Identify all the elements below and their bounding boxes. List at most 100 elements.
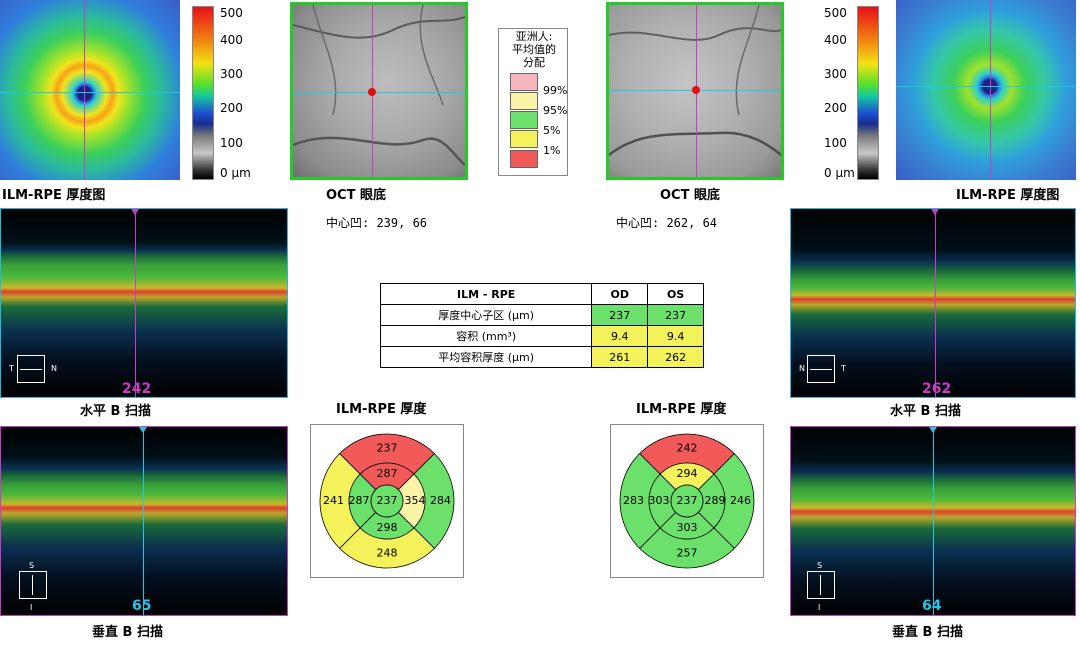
left-colorbar-label-200: 200 <box>220 101 243 115</box>
row-label: 厚度中心子区 (µm) <box>379 304 593 326</box>
left-fundus-vessels <box>293 5 465 166</box>
left-colorbar <box>192 6 214 180</box>
fovea-marker <box>692 86 700 94</box>
right-colorbar-label-100: 100 <box>824 136 847 150</box>
right-colorbar-label-200: 200 <box>824 101 847 115</box>
orientation-arrow <box>32 575 33 595</box>
left-thickness-map-caption: ILM-RPE 厚度图 <box>2 188 106 203</box>
scan-line-marker <box>933 427 934 615</box>
scan-line-marker <box>143 427 144 615</box>
orientation-right: N <box>51 364 57 373</box>
legend-swatch-99 <box>510 73 538 91</box>
legend-title-1: 亚洲人: <box>515 30 553 43</box>
left-grid-inner-right-value: 354 <box>405 494 426 507</box>
left-oct-fundus[interactable] <box>290 2 468 180</box>
legend-title-2: 平均值的 <box>512 43 556 56</box>
right-grid-inner-bottom-value: 303 <box>677 521 698 534</box>
header-od: OD <box>591 283 649 305</box>
od-value: 237 <box>591 304 649 326</box>
right-grid-inner-right-value: 289 <box>705 494 726 507</box>
legend-label-1: 1% <box>543 144 561 157</box>
od-value: 261 <box>591 346 649 368</box>
right-colorbar-label-500: 500 <box>824 6 847 20</box>
row-label: 平均容积厚度 (µm) <box>379 346 593 368</box>
orientation-box <box>19 571 47 599</box>
right-grid-center-value: 237 <box>677 494 698 507</box>
orientation-left: T <box>9 364 14 373</box>
orientation-bottom: I <box>30 603 33 612</box>
right-grid-outer-left-value: 283 <box>623 494 644 507</box>
left-grid-inner-bottom-value: 298 <box>377 521 398 534</box>
crosshair-vertical <box>84 0 85 180</box>
fovea-marker <box>368 88 376 96</box>
normative-legend: 亚洲人: 平均值的 分配 99% 95% 5% 1% <box>498 28 568 176</box>
left-colorbar-label-100: 100 <box>220 136 243 150</box>
scan-line-marker <box>135 209 136 397</box>
left-etdrs-grid: 237 287 354 298 287 237 284 248 241 <box>319 433 455 569</box>
right-fundus-vessels <box>609 5 781 156</box>
legend-label-5: 5% <box>543 124 561 137</box>
table-row: 容积 (mm³) 9.4 9.4 <box>379 325 704 347</box>
right-vertical-bscan[interactable]: S I <box>790 426 1076 616</box>
right-thickness-map-caption: ILM-RPE 厚度图 <box>956 188 1060 203</box>
orientation-arrow <box>20 369 42 370</box>
left-grid-outer-top-value: 237 <box>377 442 398 455</box>
crosshair-vertical <box>990 0 991 180</box>
left-colorbar-label-0: 0 µm <box>220 166 251 180</box>
orientation-box <box>807 355 835 383</box>
crosshair-horizontal <box>896 86 1076 87</box>
right-vscan-slice-number: 64 <box>922 598 942 614</box>
right-grid-inner-top-value: 294 <box>677 467 698 480</box>
table-row: 厚度中心子区 (µm) 237 237 <box>379 304 704 326</box>
orientation-top: S <box>29 561 35 570</box>
left-hscan-slice-number: 242 <box>122 381 152 397</box>
right-thickness-map[interactable] <box>896 0 1076 180</box>
left-etdrs-grid-frame <box>310 424 464 578</box>
legend-swatch-95 <box>510 92 538 110</box>
scan-marker-triangle <box>929 427 937 433</box>
orientation-box <box>807 571 835 599</box>
scan-marker-triangle <box>139 427 147 433</box>
orientation-right: T <box>841 364 846 373</box>
right-hscan-slice-number: 262 <box>922 381 952 397</box>
left-horizontal-bscan[interactable]: T N <box>0 208 288 398</box>
right-etdrs-grid-frame <box>610 424 764 578</box>
scan-line-marker <box>935 209 936 397</box>
left-hscan-caption: 水平 B 扫描 <box>80 404 151 419</box>
right-colorbar-label-300: 300 <box>824 67 847 81</box>
scan-marker-triangle <box>131 209 139 215</box>
left-grid-inner-left-value: 287 <box>349 494 370 507</box>
right-grid-center-sector <box>670 484 704 518</box>
right-grid-outer-bottom-value: 257 <box>677 547 698 560</box>
right-colorbar-label-400: 400 <box>824 33 847 47</box>
left-thickness-map[interactable] <box>0 0 180 180</box>
right-vscan-caption: 垂直 B 扫描 <box>892 625 963 640</box>
table-row: 平均容积厚度 (µm) 261 262 <box>379 346 704 368</box>
right-etdrs-grid: 237 294 289 303 303 242 246 257 283 <box>619 433 755 569</box>
row-label: 容积 (mm³) <box>379 325 593 347</box>
od-value: 9.4 <box>591 325 649 347</box>
orientation-bottom: I <box>818 603 821 612</box>
right-grid-title: ILM-RPE 厚度 <box>636 402 727 417</box>
left-vscan-caption: 垂直 B 扫描 <box>92 625 163 640</box>
left-colorbar-label-500: 500 <box>220 6 243 20</box>
right-horizontal-bscan[interactable]: N T <box>790 208 1076 398</box>
right-hscan-caption: 水平 B 扫描 <box>890 404 961 419</box>
orientation-arrow <box>810 369 832 370</box>
os-value: 262 <box>647 346 704 368</box>
left-colorbar-label-400: 400 <box>220 33 243 47</box>
scan-marker-triangle <box>931 209 939 215</box>
legend-title-3: 分配 <box>523 56 545 69</box>
legend-label-95: 95% <box>543 104 568 117</box>
left-grid-inner-top-value: 287 <box>377 467 398 480</box>
right-oct-fundus[interactable] <box>606 2 784 180</box>
legend-swatch-below <box>510 150 538 168</box>
summary-header-row: ILM - RPE OD OS <box>379 283 704 305</box>
header-ilm-rpe: ILM - RPE <box>379 283 593 305</box>
orientation-top: S <box>817 561 823 570</box>
left-colorbar-label-300: 300 <box>220 67 243 81</box>
orientation-arrow <box>820 575 821 595</box>
left-vertical-bscan[interactable]: S I <box>0 426 288 616</box>
left-fundus-caption: OCT 眼底 <box>326 188 386 203</box>
orientation-box <box>17 355 45 383</box>
